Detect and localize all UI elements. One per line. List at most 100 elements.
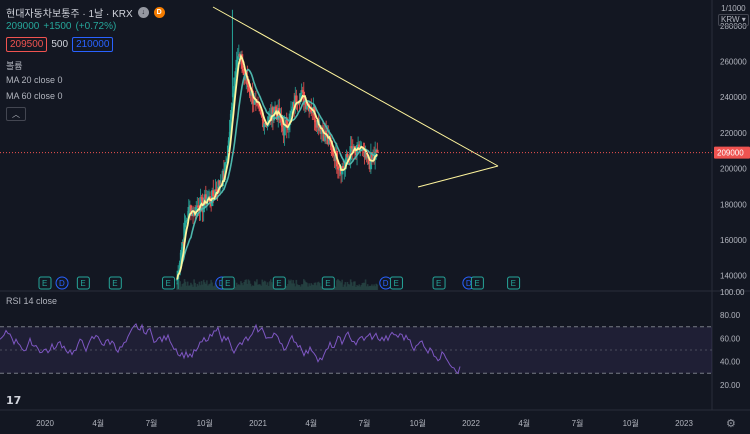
spread-value: 500 bbox=[51, 39, 69, 50]
volume-bar bbox=[261, 279, 264, 290]
volume-bar bbox=[242, 285, 244, 290]
volume-bar bbox=[375, 283, 378, 290]
candle-body bbox=[314, 120, 317, 123]
candle-body bbox=[295, 95, 298, 103]
currency-code: KRW bbox=[721, 15, 740, 24]
current-price-tag bbox=[714, 146, 750, 159]
volume-bar bbox=[240, 281, 242, 290]
volume-bar bbox=[370, 285, 372, 290]
volume-bar bbox=[362, 282, 365, 290]
volume-bar bbox=[263, 280, 266, 290]
event-marker bbox=[321, 276, 335, 290]
volume-bar bbox=[285, 285, 288, 290]
event-marker-label: E bbox=[393, 279, 398, 288]
volume-bar bbox=[334, 286, 337, 290]
volume-bar bbox=[336, 280, 338, 290]
volume-bar bbox=[355, 286, 357, 290]
volume-bar bbox=[304, 280, 306, 290]
volume-bar bbox=[358, 284, 360, 290]
volume-bar bbox=[243, 281, 245, 290]
volume-bar bbox=[317, 281, 320, 290]
candle-body bbox=[367, 156, 370, 165]
ma20-legend[interactable]: MA 20 close 0 bbox=[6, 75, 63, 85]
volume-bar bbox=[176, 282, 178, 290]
volume-bar bbox=[238, 284, 240, 290]
collapse-legend-button[interactable]: ︿ bbox=[6, 107, 26, 121]
candle-body bbox=[242, 71, 246, 75]
volume-bar bbox=[257, 284, 259, 290]
time-tick-label: 10월 bbox=[623, 418, 639, 428]
candle-body bbox=[251, 90, 254, 104]
candle-body bbox=[212, 190, 215, 197]
candle-body bbox=[247, 84, 250, 88]
volume-bar bbox=[200, 281, 203, 290]
tradingview-logo[interactable]: 17 bbox=[6, 394, 22, 407]
volume-bar bbox=[341, 279, 343, 290]
candle-body bbox=[214, 189, 217, 198]
candle-body bbox=[175, 279, 179, 281]
volume-bar bbox=[265, 284, 268, 290]
volume-bar bbox=[202, 279, 205, 290]
buy-button[interactable]: 210000 bbox=[72, 37, 114, 52]
volume-bar bbox=[183, 279, 186, 290]
volume-bar bbox=[255, 282, 257, 290]
candle-body bbox=[233, 77, 236, 94]
volume-bar bbox=[236, 284, 239, 290]
candle-body bbox=[267, 116, 270, 123]
volume-bar bbox=[318, 283, 321, 290]
volume-bar bbox=[186, 281, 189, 290]
volume-bar bbox=[296, 284, 299, 290]
candle-body bbox=[217, 180, 220, 193]
volume-bar bbox=[299, 286, 302, 290]
volume-bar bbox=[369, 285, 371, 290]
sell-button[interactable]: 209500 bbox=[6, 37, 48, 52]
event-marker-label: E bbox=[112, 279, 117, 288]
volume-bar bbox=[338, 280, 340, 290]
time-tick-label: 2020 bbox=[36, 419, 54, 428]
event-marker-label: E bbox=[80, 279, 85, 288]
price-tick-label: 200000 bbox=[720, 165, 747, 174]
volume-bar bbox=[294, 286, 297, 290]
price-unit: 1/1000 bbox=[721, 4, 746, 13]
candle-body bbox=[258, 107, 262, 112]
volume-bar bbox=[308, 283, 310, 290]
volume-bar bbox=[206, 280, 208, 290]
volume-bar bbox=[363, 282, 366, 290]
volume-bar bbox=[345, 286, 348, 290]
volume-bar bbox=[239, 285, 241, 290]
volume-bar bbox=[190, 282, 192, 290]
event-marker bbox=[55, 276, 69, 290]
ma60-legend[interactable]: MA 60 close 0 bbox=[6, 91, 63, 101]
volume-bar bbox=[260, 285, 262, 290]
candle-body bbox=[235, 59, 238, 72]
currency-selector[interactable]: 1/1000 KRW ▾ bbox=[718, 4, 749, 26]
candle-body bbox=[184, 220, 187, 223]
volume-bar bbox=[309, 285, 311, 290]
symbol-header[interactable]: 현대자동차보통주 · 1날 · KRX ↓ D bbox=[6, 5, 165, 20]
candle-body bbox=[228, 137, 231, 146]
volume-legend[interactable]: 볼륨 bbox=[6, 61, 23, 71]
volume-bar bbox=[271, 282, 273, 290]
event-marker bbox=[108, 276, 122, 290]
candle-body bbox=[280, 115, 283, 123]
settings-gear-icon[interactable]: ⚙ bbox=[726, 418, 736, 430]
volume-bar bbox=[298, 285, 301, 290]
volume-bar bbox=[373, 284, 375, 290]
candle-body bbox=[287, 125, 291, 130]
candle-body bbox=[289, 111, 293, 114]
time-tick-label: 2023 bbox=[675, 419, 693, 428]
volume-bar bbox=[187, 285, 190, 290]
volume-bar bbox=[360, 284, 363, 290]
candle-body bbox=[349, 146, 352, 161]
candle-body bbox=[305, 106, 309, 109]
volume-bar bbox=[213, 285, 216, 290]
volume-bar bbox=[316, 282, 319, 290]
volume-bar bbox=[178, 279, 180, 290]
volume-bar bbox=[311, 284, 314, 290]
volume-bar bbox=[376, 284, 379, 290]
volume-bar bbox=[212, 286, 215, 290]
symbol-title[interactable]: 현대자동차보통주 · 1날 · KRX bbox=[6, 9, 133, 20]
rsi-legend[interactable]: RSI 14 close bbox=[6, 296, 58, 306]
time-tick-label: 7월 bbox=[359, 418, 371, 428]
